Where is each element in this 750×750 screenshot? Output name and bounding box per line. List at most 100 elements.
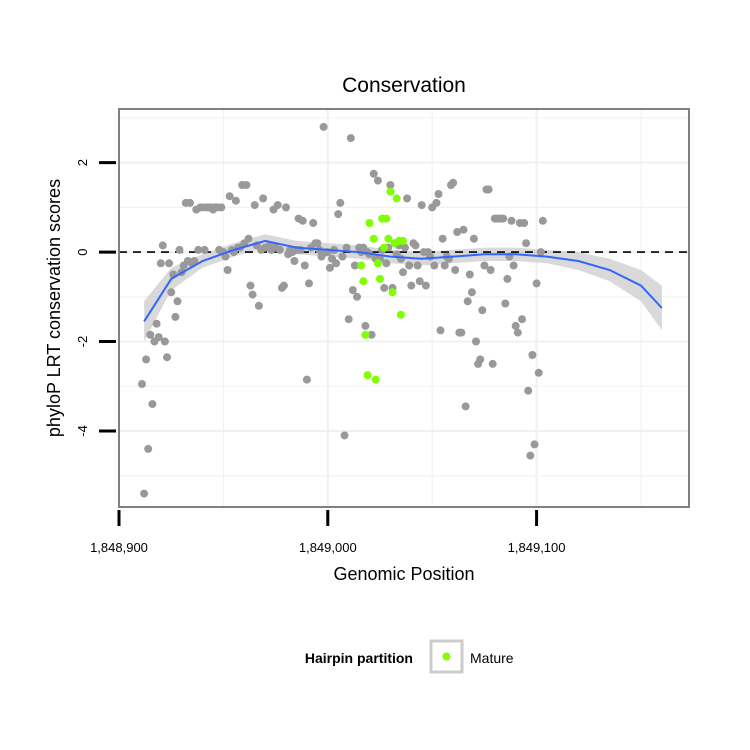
data-point bbox=[432, 198, 441, 207]
data-point bbox=[478, 306, 487, 315]
data-point bbox=[242, 181, 251, 189]
data-point bbox=[518, 315, 526, 324]
data-point bbox=[158, 241, 167, 250]
data-point bbox=[407, 281, 416, 290]
data-point bbox=[415, 277, 424, 286]
data-point bbox=[231, 196, 240, 205]
data-point bbox=[225, 192, 234, 201]
data-point bbox=[501, 299, 510, 308]
data-point bbox=[386, 181, 395, 189]
data-point bbox=[332, 259, 341, 268]
data-point bbox=[526, 451, 535, 460]
data-point bbox=[367, 330, 376, 339]
data-point bbox=[200, 245, 209, 254]
data-point bbox=[532, 279, 541, 288]
data-point bbox=[138, 380, 146, 388]
data-point bbox=[248, 290, 257, 299]
data-point bbox=[154, 333, 163, 342]
data-point bbox=[457, 328, 466, 337]
x-axis-title: Genomic Position bbox=[333, 564, 474, 584]
data-point bbox=[465, 270, 474, 279]
y-tick-label: 0 bbox=[75, 248, 90, 255]
data-point-mature bbox=[399, 236, 407, 245]
data-point-mature bbox=[369, 234, 378, 243]
data-point bbox=[413, 261, 422, 270]
data-point bbox=[350, 261, 359, 270]
panel-border bbox=[118, 108, 690, 508]
data-point bbox=[461, 402, 470, 411]
data-point-mature bbox=[396, 310, 405, 319]
legend-key-box bbox=[429, 639, 464, 674]
data-point bbox=[486, 266, 495, 274]
data-point bbox=[530, 440, 539, 449]
data-point-mature bbox=[384, 234, 393, 243]
data-point bbox=[380, 283, 389, 292]
data-point bbox=[142, 355, 151, 364]
data-points bbox=[138, 122, 547, 498]
data-point bbox=[144, 444, 153, 453]
data-point-mature bbox=[376, 274, 384, 283]
data-point bbox=[440, 261, 449, 270]
data-point bbox=[382, 259, 391, 268]
data-point bbox=[160, 337, 169, 346]
data-point bbox=[282, 203, 290, 212]
data-point bbox=[338, 252, 347, 261]
data-point-mature bbox=[365, 219, 374, 227]
data-point bbox=[467, 288, 476, 297]
data-point-mature bbox=[388, 288, 397, 297]
x-axis: 1,848,900 1,849,000 1,849,100 bbox=[90, 510, 566, 555]
y-tick-label: -4 bbox=[75, 425, 90, 437]
data-point bbox=[417, 201, 426, 210]
confidence-band-area bbox=[144, 234, 662, 342]
data-point bbox=[319, 122, 328, 131]
data-point bbox=[484, 185, 493, 194]
data-point-mature bbox=[371, 375, 380, 384]
data-point bbox=[152, 319, 161, 328]
data-point bbox=[290, 257, 299, 265]
legend-label-mature: Mature bbox=[470, 650, 514, 666]
data-point bbox=[403, 194, 412, 203]
data-point bbox=[342, 243, 351, 252]
data-point bbox=[273, 201, 282, 210]
legend-key-mature-dot bbox=[442, 652, 451, 661]
data-point bbox=[499, 214, 508, 223]
data-point bbox=[300, 261, 309, 270]
data-point bbox=[434, 190, 443, 198]
y-axis: 2 0 -2 -4 bbox=[75, 159, 116, 437]
data-point bbox=[163, 353, 171, 362]
data-point bbox=[524, 386, 533, 395]
data-point bbox=[244, 234, 253, 243]
data-point bbox=[520, 219, 529, 227]
data-point bbox=[190, 257, 199, 265]
data-point bbox=[513, 328, 522, 337]
data-point bbox=[167, 288, 176, 297]
data-point bbox=[223, 266, 232, 274]
data-point bbox=[536, 248, 545, 257]
data-point bbox=[396, 254, 405, 263]
data-point bbox=[334, 210, 343, 219]
data-point bbox=[534, 368, 543, 377]
data-point-mature bbox=[373, 259, 382, 268]
data-point bbox=[463, 297, 472, 306]
confidence-band bbox=[144, 234, 662, 342]
data-point bbox=[148, 400, 157, 409]
data-point bbox=[173, 297, 182, 306]
data-point-mature bbox=[357, 261, 366, 270]
smooth-line bbox=[143, 239, 663, 322]
data-point-mature bbox=[361, 330, 370, 339]
data-point bbox=[405, 261, 414, 270]
data-point bbox=[453, 228, 462, 236]
legend: Hairpin partition Mature bbox=[305, 639, 514, 674]
data-point bbox=[250, 201, 259, 210]
legend-title: Hairpin partition bbox=[305, 650, 413, 666]
data-point-mature bbox=[386, 187, 395, 196]
data-point bbox=[186, 198, 194, 207]
data-point bbox=[399, 268, 407, 277]
data-point bbox=[472, 337, 480, 346]
data-point bbox=[373, 176, 382, 185]
data-point bbox=[522, 239, 531, 248]
x-tick-label: 1,849,000 bbox=[299, 540, 357, 555]
data-point-mature bbox=[359, 277, 368, 286]
data-point bbox=[480, 261, 489, 270]
